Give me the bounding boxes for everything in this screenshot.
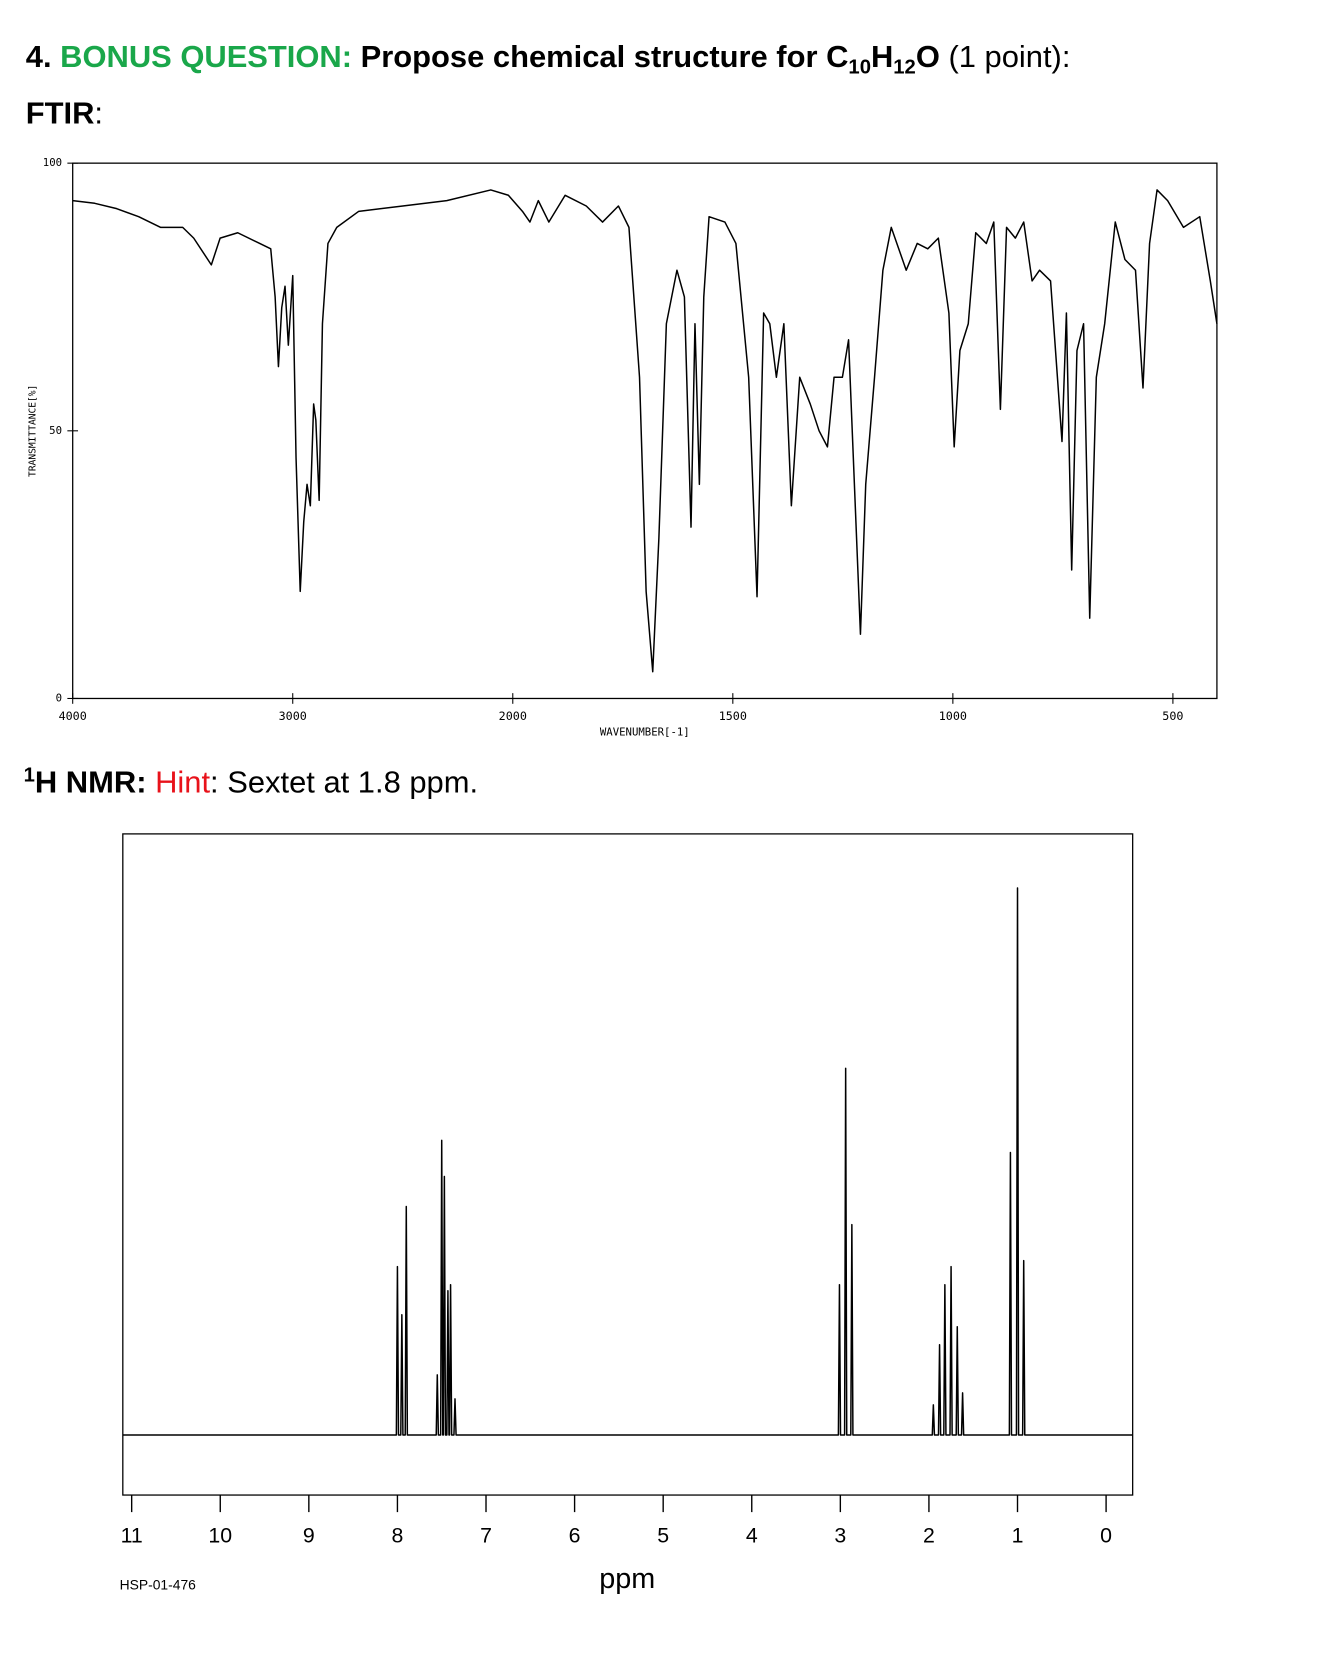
- annotation: HSP-01-476: [120, 1576, 197, 1592]
- x-tick-label: 1000: [939, 709, 967, 723]
- chart: 4000 3000 2000 1500 1000 500 0 50 100 WAVENUMBER[…: [28, 156, 1218, 739]
- question-text: Propose chemical structure for: [361, 39, 818, 74]
- nmr-superscript: 1: [24, 765, 35, 787]
- x-tick-label: 1500: [719, 709, 747, 723]
- x-tick-label: 1: [1012, 1523, 1024, 1547]
- ftir-heading: FTIR:: [26, 96, 103, 131]
- x-tick-label: 2000: [499, 709, 527, 723]
- x-tick-label: 10: [208, 1523, 232, 1547]
- question-label: BONUS QUESTION:: [60, 39, 352, 74]
- spectrum-line: [72, 189, 1218, 673]
- ftir-colon: :: [94, 96, 103, 131]
- y-tick-label: 100: [43, 156, 62, 169]
- question-heading: 4. BONUS QUESTION: Propose chemical stru…: [26, 39, 1071, 78]
- y-axis-label: TRANSMITTANCE[%]: [28, 385, 39, 477]
- hint-label: Hint: [155, 764, 210, 799]
- x-tick-label: 2: [923, 1523, 935, 1547]
- formula-element: H: [871, 39, 893, 74]
- x-tick-label: 8: [391, 1523, 403, 1547]
- ftir-label: FTIR: [26, 96, 95, 131]
- x-tick-label: 4: [746, 1523, 758, 1547]
- question-number: 4.: [26, 39, 52, 74]
- x-tick-label: 3000: [279, 709, 307, 723]
- spectrum-line: [122, 887, 1133, 1436]
- formula-element: C: [826, 39, 848, 74]
- x-tick-label: 5: [657, 1523, 669, 1547]
- x-tick-label: 0: [1100, 1523, 1112, 1547]
- formula-subscript: 10: [848, 57, 871, 79]
- question-points: (1 point):: [948, 39, 1070, 74]
- x-axis-label: ppm: [599, 1563, 655, 1595]
- hint-text: : Sextet at 1.8 ppm.: [210, 764, 478, 799]
- x-tick-label: 4000: [59, 709, 87, 723]
- formula-element: O: [916, 39, 940, 74]
- x-tick-label: 3: [834, 1523, 846, 1547]
- formula-subscript: 12: [893, 57, 916, 79]
- nmr-label: H NMR:: [35, 764, 147, 799]
- x-tick-label: 9: [303, 1523, 315, 1547]
- x-tick-label: 11: [121, 1523, 143, 1547]
- x-axis-label: WAVENUMBER[-1]: [600, 726, 690, 739]
- y-tick-label: 0: [56, 691, 62, 704]
- x-tick-label: 7: [480, 1523, 492, 1547]
- x-tick-label: 500: [1162, 709, 1183, 723]
- nmr-heading: 1H NMR: Hint: Sextet at 1.8 ppm.: [24, 764, 478, 799]
- y-tick-label: 50: [49, 424, 62, 437]
- x-tick-label: 6: [569, 1523, 581, 1547]
- plot-frame: [122, 833, 1134, 1496]
